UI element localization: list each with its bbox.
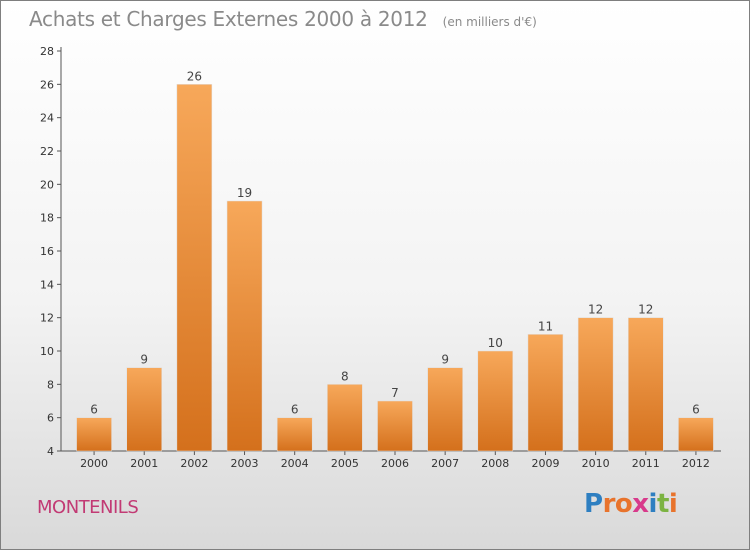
commune-name: MONTENILS bbox=[37, 497, 139, 518]
y-tick-label: 14 bbox=[40, 278, 54, 291]
value-label: 6 bbox=[692, 403, 700, 417]
x-tick-label: 2011 bbox=[632, 457, 660, 470]
value-label: 6 bbox=[90, 403, 98, 417]
chart-title: Achats et Charges Externes 2000 à 2012 bbox=[29, 7, 428, 31]
bar-2007 bbox=[427, 367, 463, 452]
value-label: 7 bbox=[391, 386, 399, 400]
y-tick-label: 18 bbox=[40, 212, 54, 225]
y-tick-label: 22 bbox=[40, 145, 54, 158]
bar-2009 bbox=[527, 334, 564, 452]
y-tick-label: 6 bbox=[47, 412, 54, 425]
proxiti-logo[interactable]: Proxiti bbox=[584, 489, 678, 519]
logo-letter: x bbox=[632, 489, 649, 519]
y-tick-label: 4 bbox=[47, 445, 54, 458]
x-tick-label: 2010 bbox=[582, 457, 610, 470]
y-tick-label: 26 bbox=[40, 78, 54, 91]
value-label: 9 bbox=[441, 353, 449, 367]
value-label: 9 bbox=[140, 353, 148, 367]
logo-letter: P bbox=[584, 489, 603, 519]
logo-letter: r bbox=[602, 489, 616, 519]
x-tick-label: 2007 bbox=[431, 457, 459, 470]
value-label: 19 bbox=[237, 186, 252, 200]
y-tick-label: 20 bbox=[40, 178, 54, 191]
value-label: 26 bbox=[187, 69, 202, 83]
logo-letter: o bbox=[614, 489, 633, 519]
chart-subtitle: (en milliers d'€) bbox=[442, 15, 537, 29]
bar-2002 bbox=[176, 84, 213, 452]
bar-2010 bbox=[577, 317, 614, 452]
labels: 2000 6 2001 9 2002 26 2003 19 2004 6 2005 8 2006 7 200… bbox=[80, 69, 710, 470]
bar-2011 bbox=[628, 317, 664, 452]
x-tick-label: 2009 bbox=[531, 457, 559, 470]
x-tick-label: 2012 bbox=[682, 457, 710, 470]
bar-2012 bbox=[678, 417, 714, 452]
x-tick-label: 2003 bbox=[231, 457, 259, 470]
value-label: 11 bbox=[538, 319, 553, 333]
value-label: 12 bbox=[638, 303, 653, 317]
y-tick-label: 10 bbox=[40, 345, 54, 358]
bar-2006 bbox=[377, 400, 413, 452]
bar-2008 bbox=[477, 350, 514, 452]
x-tick-label: 2000 bbox=[80, 457, 108, 470]
bar-2004 bbox=[276, 417, 313, 452]
value-label: 8 bbox=[341, 369, 349, 383]
x-tick-label: 2008 bbox=[481, 457, 509, 470]
x-tick-label: 2002 bbox=[180, 457, 208, 470]
x-tick-label: 2005 bbox=[331, 457, 359, 470]
value-label: 12 bbox=[588, 303, 603, 317]
y-tick-label: 12 bbox=[40, 312, 54, 325]
bar-2005 bbox=[327, 384, 363, 452]
bar-2000 bbox=[76, 417, 112, 452]
bar-2003 bbox=[226, 200, 263, 452]
logo-letter: t bbox=[656, 489, 669, 519]
y-tick-label: 28 bbox=[40, 45, 54, 58]
x-tick-label: 2004 bbox=[281, 457, 309, 470]
logo-letter: i bbox=[648, 489, 658, 519]
value-label: 10 bbox=[488, 336, 503, 350]
y-tick-label: 16 bbox=[40, 245, 54, 258]
logo-letter: i bbox=[668, 489, 678, 519]
x-tick-label: 2001 bbox=[130, 457, 158, 470]
bars bbox=[76, 84, 714, 452]
bar-2001 bbox=[126, 367, 162, 452]
value-label: 6 bbox=[291, 403, 299, 417]
x-tick-label: 2006 bbox=[381, 457, 409, 470]
title-row: Achats et Charges Externes 2000 à 2012 (… bbox=[29, 7, 537, 31]
y-tick-label: 24 bbox=[40, 112, 54, 125]
y-tick-label: 8 bbox=[47, 378, 54, 391]
